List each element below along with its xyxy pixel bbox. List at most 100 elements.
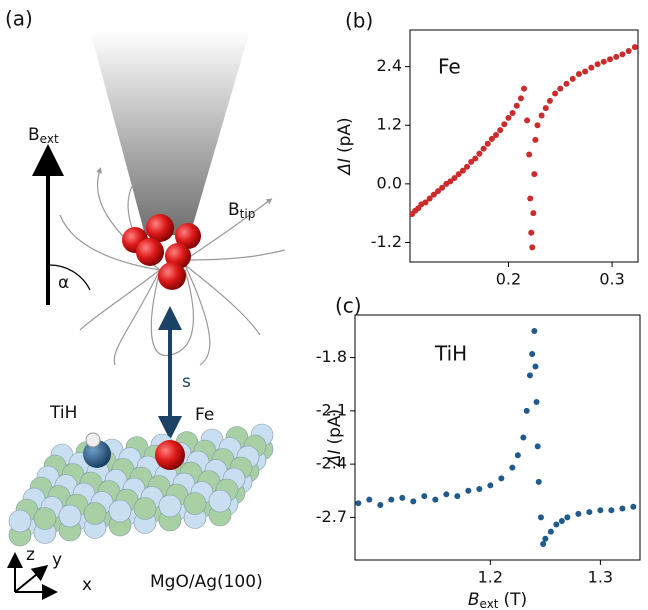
plot-frame [409,29,639,263]
data-point [625,48,632,55]
y-tick-label: -2.7 [316,507,347,526]
data-point [531,327,538,334]
symbol: ΔI [325,450,345,469]
data-point [631,44,638,51]
data-point [377,501,384,508]
subscript: ext [480,597,499,610]
axis-z: z [26,545,35,565]
data-point [454,493,461,500]
substrate-atom [83,502,107,525]
data-point [534,443,541,450]
annotation: Fe [438,55,461,79]
data-point [557,85,564,92]
illustration: (a) Bext Btip α s TiH Fe MgO/Ag(100) x y… [5,7,286,600]
substrate [8,423,274,547]
fe-atom [155,440,185,470]
data-point [505,114,512,121]
subscript: tip [240,207,256,221]
data-point [476,485,483,492]
substrate-atom [183,492,207,515]
b-tip-label: Btip [228,200,255,221]
data-point [533,398,540,405]
data-point [498,475,505,482]
data-point [619,51,626,58]
x-tick-label: 1.2 [478,568,503,587]
data-point [537,514,544,521]
data-point [501,121,508,128]
data-point [553,521,560,528]
data-point [575,70,582,77]
data-point [443,491,450,498]
b-ext-label: Bext [28,125,59,146]
data-point [410,498,417,505]
tip-cone [90,30,250,235]
substrate-atom [58,504,82,528]
data-point [552,90,559,97]
data-point [575,510,582,517]
data-point [597,507,604,514]
data-point [521,85,527,92]
data-point [531,171,538,178]
substrate-atom [208,489,232,513]
data-point [465,487,472,494]
data-point [630,503,637,510]
data-point [527,195,534,202]
annotation: TiH [434,342,467,366]
data-point [588,64,595,71]
data-point [422,199,429,206]
data-point [529,351,536,358]
y-tick-label: -2.1 [316,400,347,419]
substrate-atom [108,499,132,523]
data-point [434,188,441,195]
y-tick-label: -1.8 [316,347,347,366]
substrate-label: MgO/Ag(100) [150,572,263,592]
data-point [439,184,446,191]
data-point [582,68,589,75]
data-point [542,105,549,112]
data-point [447,178,454,185]
data-point [538,112,545,119]
y-tick-label: 0.0 [377,173,402,192]
y-tick-label: -2.4 [316,454,347,473]
unit: (pA) [335,117,355,153]
data-point [586,509,593,516]
substrate-atom [8,509,32,533]
data-point [619,505,626,512]
data-point [497,127,504,134]
data-point [459,167,466,174]
data-point [608,507,615,514]
y-tick-label: -1.2 [371,232,402,251]
tih-atom [83,440,111,468]
symbol: B [468,590,480,610]
data-point [523,407,530,414]
data-point [421,493,428,500]
y-tick-label: 1.2 [377,115,402,134]
data-point [509,110,516,117]
data-point [355,500,362,507]
data-point [558,517,565,524]
data-point [607,56,614,63]
data-point [547,528,554,535]
data-point [546,97,553,104]
unit: (pA) [325,409,345,445]
axis-y: y [52,550,62,570]
data-point [468,158,475,165]
data-point [532,363,539,370]
subscript: ext [40,132,59,146]
data-point [563,80,570,87]
data-point [600,58,607,65]
angle-label: α [58,273,69,293]
data-point [613,53,620,60]
data-point [526,151,533,158]
data-point [530,210,537,217]
data-point [426,195,433,202]
data-point [509,464,516,471]
substrate-atom [133,497,157,520]
data-point [484,140,491,147]
x-tick-label: 0.3 [599,270,624,289]
symbol: ΔI [335,158,355,177]
data-point [526,372,533,379]
symbol: B [228,200,240,220]
unit: (T) [504,590,528,610]
